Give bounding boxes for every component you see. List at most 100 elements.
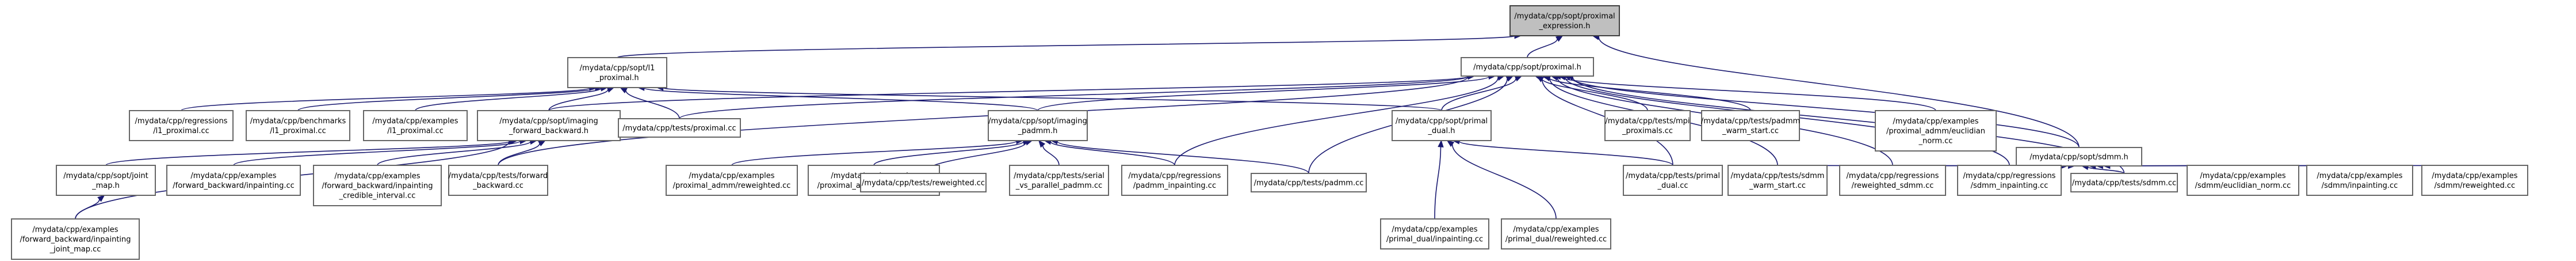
node-ex_sdmm_eucl[interactable]: /mydata/cpp/examples/sdmm/euclidian_norm… [2187,165,2299,196]
node-label: /l1_proximal.cc [270,127,326,135]
node-root[interactable]: /mydata/cpp/sopt/proximal_expression.h [1509,5,1620,36]
arrowhead-icon [1536,75,1545,82]
node-box [1461,57,1594,77]
node-pdh[interactable]: /mydata/cpp/sopt/primal_dual.h [1392,110,1492,141]
edge-bench_l1-to-l1prox [297,88,596,111]
node-fbh[interactable]: /mydata/cpp/sopt/imaging_forward_backwar… [477,110,621,141]
node-box [1392,110,1492,141]
node-reg_sdmm_inp[interactable]: /mydata/cpp/regressions/sdmm_inpainting.… [1957,165,2062,196]
node-ex_pd_rw[interactable]: /mydata/cpp/examples/primal_dual/reweigh… [1501,218,1611,249]
edge-tests_serial-to-padmmh [1042,145,1060,166]
node-box [988,110,1088,141]
node-tests_serial[interactable]: /mydata/cpp/tests/serial_vs_parallel_pad… [1009,165,1109,196]
node-ex_sdmm_inp[interactable]: /mydata/cpp/examples/sdmm/inpainting.cc [2306,165,2413,196]
node-label: /l1_proximal.cc [387,127,444,135]
node-box [1501,218,1611,249]
node-box [1380,218,1489,249]
node-reg_padmm_inp[interactable]: /mydata/cpp/regressions/padmm_inpainting… [1121,165,1228,196]
node-box [246,110,350,141]
node-ex_pd_inp[interactable]: /mydata/cpp/examples/primal_dual/inpaint… [1380,218,1489,249]
node-tests_pd[interactable]: /mydata/cpp/tests/primal_dual.cc [1623,165,1723,196]
node-tests_padmm[interactable]: /mydata/cpp/tests/padmm.cc [1251,173,1367,192]
node-reg_l1[interactable]: /mydata/cpp/regressions/l1_proximal.cc [129,110,234,141]
arrowhead-icon [1438,139,1444,147]
node-ex_fb_cred[interactable]: /mydata/cpp/examples/forward_backward/in… [313,165,442,206]
node-ex_sdmm_rw[interactable]: /mydata/cpp/examples/sdmm/reweighted.cc [2421,165,2528,196]
edge-jmh-to-fbh [105,140,512,166]
node-label: /mydata/cpp/regressions [1129,172,1221,180]
node-tests_fb[interactable]: /mydata/cpp/tests/forward_backward.cc [448,165,548,196]
node-box [2016,147,2142,167]
node-tests_rw[interactable]: /mydata/cpp/tests/reweighted.cc [860,173,987,192]
arrowhead-icon [1038,139,1046,148]
node-box [2070,173,2178,192]
edge-tests_prox-to-prox [679,75,1469,119]
node-label: /mydata/cpp/examples [1513,225,1599,234]
edge-fbh-to-prox [548,75,1469,111]
node-label: /mydata/cpp/sopt/imaging [988,117,1087,126]
node-label: /mydata/cpp/examples [32,226,118,234]
node-label: _map.h [91,181,120,190]
edge-fbh-to-l1prox [548,89,609,111]
node-box [666,165,798,196]
node-ex_prox_admm_eucl[interactable]: /mydata/cpp/examples/proximal_admm/eucli… [1875,110,1997,152]
edge-mpi_prox-to-prox [1541,77,1648,111]
node-label: /mydata/cpp/tests/padmm [1701,117,1800,126]
node-tests_prox[interactable]: /mydata/cpp/tests/proximal.cc [618,118,741,138]
node-label: /mydata/cpp/tests/sdmm [1731,172,1825,180]
node-label: /mydata/cpp/sopt/joint [63,172,148,180]
node-l1prox[interactable]: /mydata/cpp/sopt/l1_proximal.h [567,57,667,88]
node-sdmmh[interactable]: /mydata/cpp/sopt/sdmm.h [2016,147,2142,167]
edge-padmm_warm-to-prox [1547,77,1751,111]
node-label: /mydata/cpp/tests/sdmm.cc [2072,179,2176,188]
node-padmmh[interactable]: /mydata/cpp/sopt/imaging_padmm.h [988,110,1088,141]
node-label: _proximals.cc [1622,127,1673,135]
node-box [448,165,548,196]
node-prox[interactable]: /mydata/cpp/sopt/proximal.h [1461,57,1594,77]
edge-tests_sdmm-to-sdmmh [2087,167,2125,174]
node-tests_sdmm_warm[interactable]: /mydata/cpp/tests/sdmm_warm_start.cc [1727,165,1828,196]
node-box [1509,5,1620,36]
edge-pdh-to-prox [1441,78,1516,111]
node-label: /mydata/cpp/examples [2317,172,2402,180]
node-box [166,165,301,196]
node-jmh[interactable]: /mydata/cpp/sopt/joint_map.h [56,165,156,196]
node-label: /l1_proximal.cc [153,127,209,135]
node-label: _proximal.h [595,74,639,82]
node-label: /mydata/cpp/examples [1392,225,1477,234]
arrowhead-icon [1514,75,1523,82]
node-box [313,165,442,206]
node-label: /mydata/cpp/sopt/proximal [1514,12,1615,21]
node-label: /mydata/cpp/examples [2200,172,2285,180]
node-label: /mydata/cpp/regressions [1963,172,2056,180]
node-label: _dual.cc [1657,181,1688,190]
node-ex_fb_inp[interactable]: /mydata/cpp/examples/forward_backward/in… [166,165,301,196]
node-tests_sdmm[interactable]: /mydata/cpp/tests/sdmm.cc [2070,173,2178,192]
node-label: /sdmm/inpainting.cc [2322,181,2398,190]
node-mpi_prox[interactable]: /mydata/cpp/tests/mpi_proximals.cc [1604,110,1691,141]
edge-ex_fb_inp-to-fbh [233,141,521,166]
node-label: /mydata/cpp/sopt/l1 [580,64,655,73]
node-label: /mydata/cpp/sopt/proximal.h [1473,63,1581,72]
node-box [860,173,987,192]
node-ex_l1[interactable]: /mydata/cpp/examples/l1_proximal.cc [363,110,468,141]
node-label: /mydata/cpp/examples [1893,118,1978,126]
edge-prox-to-root [1527,39,1558,58]
node-label: /primal_dual/reweighted.cc [1505,235,1607,244]
node-ex_fb_joint[interactable]: /mydata/cpp/examples/forward_backward/in… [11,218,140,260]
node-label: /mydata/cpp/regressions [1847,172,1939,180]
node-box [129,110,234,141]
node-label: /proximal_admm/euclidian [1886,127,1985,136]
node-box [2187,165,2299,196]
node-box [2306,165,2413,196]
arrowhead-icon [97,195,105,202]
node-label: _padmm.h [1018,127,1058,135]
node-label: /sdmm/reweighted.cc [2434,181,2516,190]
node-label: _credible_interval.cc [339,192,416,201]
node-reg_rw_sdmm[interactable]: /mydata/cpp/regressions/reweighted_sdmm.… [1839,165,1946,196]
node-bench_l1[interactable]: /mydata/cpp/benchmarks/l1_proximal.cc [246,110,350,141]
node-label: /mydata/cpp/examples [334,172,420,181]
node-label: _warm_start.cc [1722,127,1779,135]
node-ex_pa_rw[interactable]: /mydata/cpp/examples/proximal_admm/rewei… [666,165,798,196]
node-padmm_warm[interactable]: /mydata/cpp/tests/padmm_warm_start.cc [1701,110,1800,141]
